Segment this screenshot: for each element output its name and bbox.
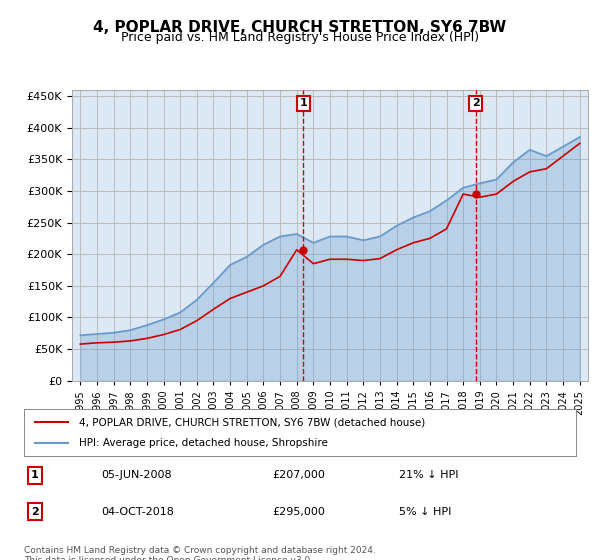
Text: 05-JUN-2008: 05-JUN-2008 <box>101 470 172 480</box>
Text: £295,000: £295,000 <box>272 507 325 517</box>
Text: 1: 1 <box>299 99 307 108</box>
Text: 5% ↓ HPI: 5% ↓ HPI <box>400 507 452 517</box>
Text: 4, POPLAR DRIVE, CHURCH STRETTON, SY6 7BW (detached house): 4, POPLAR DRIVE, CHURCH STRETTON, SY6 7B… <box>79 417 425 427</box>
Text: £207,000: £207,000 <box>272 470 325 480</box>
Text: 2: 2 <box>31 507 39 517</box>
Text: HPI: Average price, detached house, Shropshire: HPI: Average price, detached house, Shro… <box>79 438 328 448</box>
Text: 1: 1 <box>31 470 39 480</box>
Text: 4, POPLAR DRIVE, CHURCH STRETTON, SY6 7BW: 4, POPLAR DRIVE, CHURCH STRETTON, SY6 7B… <box>94 20 506 35</box>
Text: 21% ↓ HPI: 21% ↓ HPI <box>400 470 459 480</box>
Text: 2: 2 <box>472 99 479 108</box>
Text: Price paid vs. HM Land Registry's House Price Index (HPI): Price paid vs. HM Land Registry's House … <box>121 31 479 44</box>
Text: 04-OCT-2018: 04-OCT-2018 <box>101 507 174 517</box>
Text: Contains HM Land Registry data © Crown copyright and database right 2024.
This d: Contains HM Land Registry data © Crown c… <box>24 546 376 560</box>
